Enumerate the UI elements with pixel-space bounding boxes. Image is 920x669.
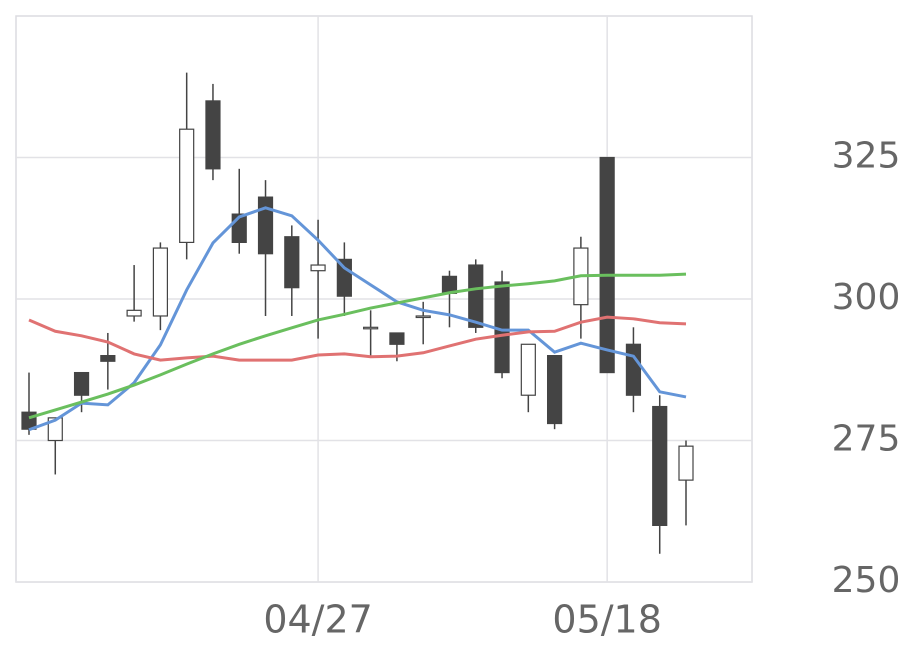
candle-body bbox=[468, 264, 484, 328]
candle-body bbox=[336, 258, 352, 297]
candle-body bbox=[47, 417, 63, 442]
y-tick-label: 275 bbox=[832, 419, 901, 460]
candle-body bbox=[625, 343, 642, 396]
candle-body bbox=[152, 247, 168, 317]
y-tick-label: 300 bbox=[832, 277, 901, 318]
x-tick-label: 04/27 bbox=[263, 598, 373, 642]
candle-body bbox=[205, 100, 221, 170]
candle-body bbox=[284, 236, 300, 289]
candle-body bbox=[599, 156, 615, 374]
candle-body bbox=[126, 309, 142, 317]
candle-body bbox=[73, 371, 90, 396]
candle-body bbox=[652, 405, 668, 527]
moving-average-line bbox=[28, 272, 687, 420]
candle-body bbox=[415, 315, 431, 319]
y-tick-label: 325 bbox=[832, 136, 901, 177]
candle-body bbox=[678, 445, 694, 481]
x-tick-label: 05/18 bbox=[552, 598, 662, 642]
moving-average-line bbox=[28, 315, 687, 362]
candle-body bbox=[100, 355, 116, 362]
moving-average-line bbox=[28, 206, 687, 432]
candle-body bbox=[546, 355, 563, 425]
candle-body bbox=[389, 332, 405, 345]
y-tick-label: 250 bbox=[832, 560, 901, 601]
candle-body bbox=[363, 326, 379, 330]
candle-body bbox=[520, 343, 536, 396]
candle-body bbox=[257, 196, 274, 255]
candle-body bbox=[179, 128, 195, 243]
candle-body bbox=[310, 264, 326, 272]
